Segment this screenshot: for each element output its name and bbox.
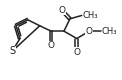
Text: O: O (58, 6, 66, 15)
Text: CH₃: CH₃ (101, 27, 117, 36)
Text: S: S (9, 46, 15, 56)
Text: O: O (48, 41, 55, 50)
Text: O: O (86, 27, 93, 36)
Text: O: O (73, 48, 80, 57)
Text: CH₃: CH₃ (82, 11, 98, 20)
